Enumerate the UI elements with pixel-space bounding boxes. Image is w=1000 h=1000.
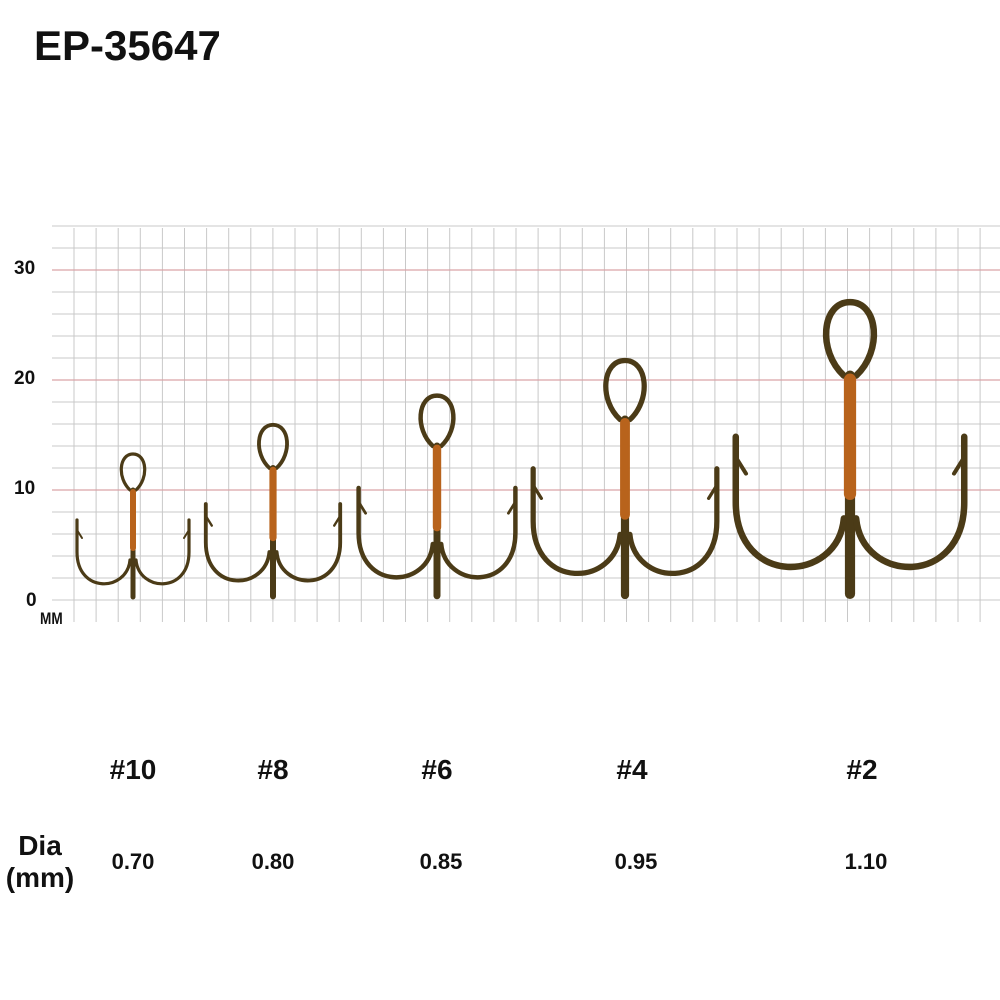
tick-10: 10 [14,478,36,499]
hook-barb [76,529,83,539]
treble-hook [530,357,720,600]
treble-hook [75,452,191,600]
hook-barb [733,455,749,476]
product-title: EP-35647 [34,22,221,69]
hook-eye [822,298,878,379]
dia-label-line2: (mm) [5,862,75,893]
treble-hook [356,393,518,600]
treble-hook [203,422,343,600]
treble-hook [732,298,968,599]
dia-value: 0.80 [251,849,295,874]
size-label: #10 [109,754,157,785]
hook-eye [603,357,647,423]
hook-barb [333,514,342,527]
dia-label-line1: Dia [18,830,62,861]
hook-barb [357,500,368,515]
hook-arm-right [134,518,191,586]
hook-eye [418,393,456,449]
hook-arm-right [852,433,968,571]
hook-arm-left [530,466,623,577]
hook-barb [204,514,213,527]
dia-label: Dia (mm) [0,830,80,894]
hook-barb [951,455,967,476]
size-label: #6 [421,754,453,785]
tick-0: 0 [26,590,37,611]
hook-arm-left [732,433,848,571]
dia-value: 0.95 [614,849,658,874]
dia-value: 0.70 [111,849,155,874]
hook-arm-right [438,485,518,580]
hook-barb [506,500,517,515]
size-label: #2 [846,754,878,785]
dia-value: 0.85 [419,849,463,874]
hook-arm-left [75,518,132,586]
hook-arm-left [356,485,436,580]
hook-arm-right [627,466,720,577]
hook-eye [257,422,289,470]
hook-barb [531,483,543,500]
unit-label: MM [40,609,63,628]
hook-barb [707,483,719,500]
hook-eye [119,452,147,492]
tick-20: 20 [14,368,36,389]
dia-value: 1.10 [844,849,888,874]
size-label: #8 [257,754,289,785]
hook-barb [183,529,190,539]
tick-30: 30 [14,258,36,279]
size-label: #4 [616,754,648,785]
hook-arm-left [203,502,272,583]
hook-arm-right [274,502,343,583]
